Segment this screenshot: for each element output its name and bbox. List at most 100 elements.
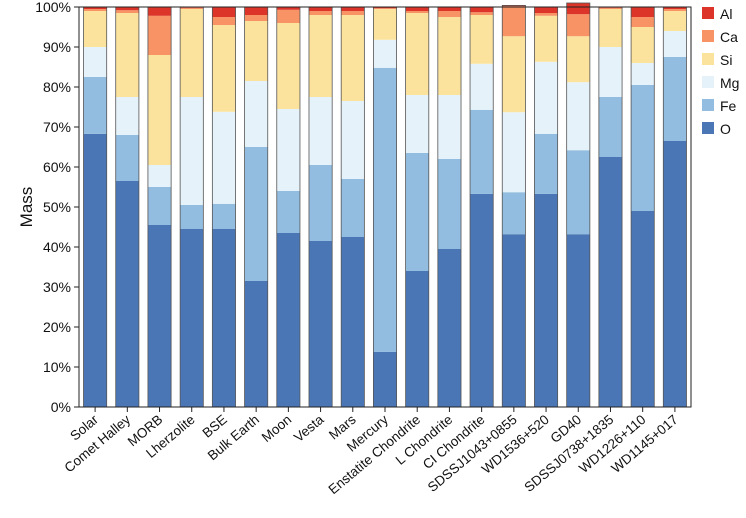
bar-segment-si bbox=[244, 21, 268, 81]
y-tick-label: 20% bbox=[43, 319, 71, 335]
bar-segment-mg bbox=[115, 97, 139, 135]
bar-segment-ca bbox=[147, 15, 172, 56]
bar-segment-ca bbox=[663, 9, 687, 11]
bar-segment-mg bbox=[341, 101, 365, 179]
bar-segment-fe bbox=[598, 97, 623, 157]
bar-segment-o bbox=[147, 225, 172, 407]
y-tick-label: 0% bbox=[51, 399, 71, 415]
bar-segment-al bbox=[115, 7, 139, 11]
bar-segment-si bbox=[341, 15, 365, 101]
bar-segment-si bbox=[470, 15, 494, 64]
bar-segment-fe bbox=[212, 203, 236, 229]
bar-segment-al bbox=[437, 7, 462, 11]
bar-segment-al bbox=[631, 7, 655, 17]
bar-segment-o bbox=[276, 233, 300, 407]
y-tick-label: 100% bbox=[35, 0, 71, 15]
bar-segment-ca bbox=[631, 17, 655, 27]
bar-segment-al bbox=[566, 3, 590, 15]
bar-segment-mg bbox=[147, 165, 172, 187]
x-tick-label: Vesta bbox=[291, 411, 327, 445]
bar-segment-al bbox=[83, 7, 107, 9]
bar-segment-mg bbox=[373, 39, 397, 68]
bar-segment-o bbox=[470, 193, 494, 407]
bar-segment-ca bbox=[502, 6, 526, 37]
bar-segment-si bbox=[405, 13, 429, 95]
y-tick-label: 50% bbox=[43, 199, 71, 215]
legend-swatch-si bbox=[702, 53, 714, 65]
y-tick-label: 70% bbox=[43, 119, 71, 135]
bar-segment-al bbox=[405, 7, 429, 11]
y-tick-label: 30% bbox=[43, 279, 71, 295]
bar-segment-al bbox=[502, 5, 526, 7]
bar-segment-o bbox=[244, 281, 268, 407]
y-axis-label: Mass bbox=[17, 187, 36, 228]
bar-segment-si bbox=[631, 27, 655, 63]
bar-segment-mg bbox=[437, 95, 462, 159]
bar-segment-mg bbox=[502, 112, 526, 193]
bar-segment-ca bbox=[212, 17, 236, 25]
bar-segment-si bbox=[276, 23, 300, 109]
legend-swatch-mg bbox=[702, 76, 714, 88]
bar-segment-o bbox=[502, 234, 526, 407]
bar-segment-mg bbox=[83, 47, 107, 77]
x-tick-label: Moon bbox=[259, 412, 295, 445]
bar-segment-mg bbox=[470, 63, 494, 110]
bar-segment-si bbox=[598, 9, 623, 47]
bar-segment-si bbox=[534, 15, 558, 62]
bar-segment-o bbox=[180, 229, 204, 407]
bar-segment-o bbox=[115, 181, 139, 407]
bar-segment-si bbox=[566, 36, 590, 83]
bar-segment-fe bbox=[83, 77, 107, 134]
legend-swatch-al bbox=[702, 7, 714, 19]
y-tick-label: 80% bbox=[43, 79, 71, 95]
bar-segment-o bbox=[373, 351, 397, 407]
legend-label-ca: Ca bbox=[720, 29, 738, 45]
bar-segment-mg bbox=[598, 47, 623, 97]
bar-segment-al bbox=[276, 7, 300, 10]
y-tick-label: 60% bbox=[43, 159, 71, 175]
bar-segment-al bbox=[663, 7, 687, 9]
bar-segment-fe bbox=[373, 67, 397, 352]
bar-segment-ca bbox=[180, 7, 204, 9]
bar-segment-ca bbox=[244, 15, 268, 21]
legend-label-al: Al bbox=[720, 6, 732, 22]
bar-segment-si bbox=[83, 11, 107, 47]
bar-segment-ca bbox=[308, 11, 333, 15]
bar-segment-mg bbox=[663, 31, 687, 57]
bar-segment-al bbox=[373, 7, 397, 9]
bar-segment-mg bbox=[244, 81, 268, 147]
bar-segment-mg bbox=[534, 61, 558, 134]
bar-segment-al bbox=[308, 7, 333, 11]
legend-swatch-o bbox=[702, 122, 714, 134]
bar-segment-mg bbox=[276, 109, 300, 191]
bar-segment-fe bbox=[244, 147, 268, 281]
bar-segment-mg bbox=[212, 111, 236, 204]
bar-segment-fe bbox=[405, 153, 429, 271]
bar-segment-fe bbox=[663, 57, 687, 141]
bar-segment-fe bbox=[341, 179, 365, 237]
bar-segment-o bbox=[83, 133, 107, 408]
bar-segment-si bbox=[502, 36, 526, 113]
bar-segment-mg bbox=[180, 97, 204, 205]
bar-segment-o bbox=[598, 157, 623, 407]
legend-label-si: Si bbox=[720, 52, 732, 68]
y-axis: 0% 10% 20% 30% 40% 50% 60% 70% 80% 90% 100% bbox=[35, 0, 79, 415]
bar-segment-o bbox=[341, 237, 365, 407]
y-tick-label: 90% bbox=[43, 39, 71, 55]
legend-label-fe: Fe bbox=[720, 98, 737, 114]
bar-segment-al bbox=[147, 7, 172, 16]
bar-segment-fe bbox=[470, 109, 494, 194]
bar-segment-al bbox=[244, 7, 268, 15]
bar-segment-ca bbox=[598, 7, 623, 9]
bar-segment-fe bbox=[631, 85, 655, 211]
bar-segment-si bbox=[212, 25, 236, 112]
bar-segment-fe bbox=[276, 191, 300, 233]
bar-segment-mg bbox=[631, 63, 655, 85]
bar-segment-o bbox=[631, 211, 655, 407]
bar-segment-ca bbox=[83, 9, 107, 11]
bar-segment-ca bbox=[373, 8, 397, 9]
bars-layer bbox=[83, 2, 687, 408]
bar-segment-fe bbox=[437, 159, 462, 249]
bar-segment-ca bbox=[276, 9, 300, 23]
